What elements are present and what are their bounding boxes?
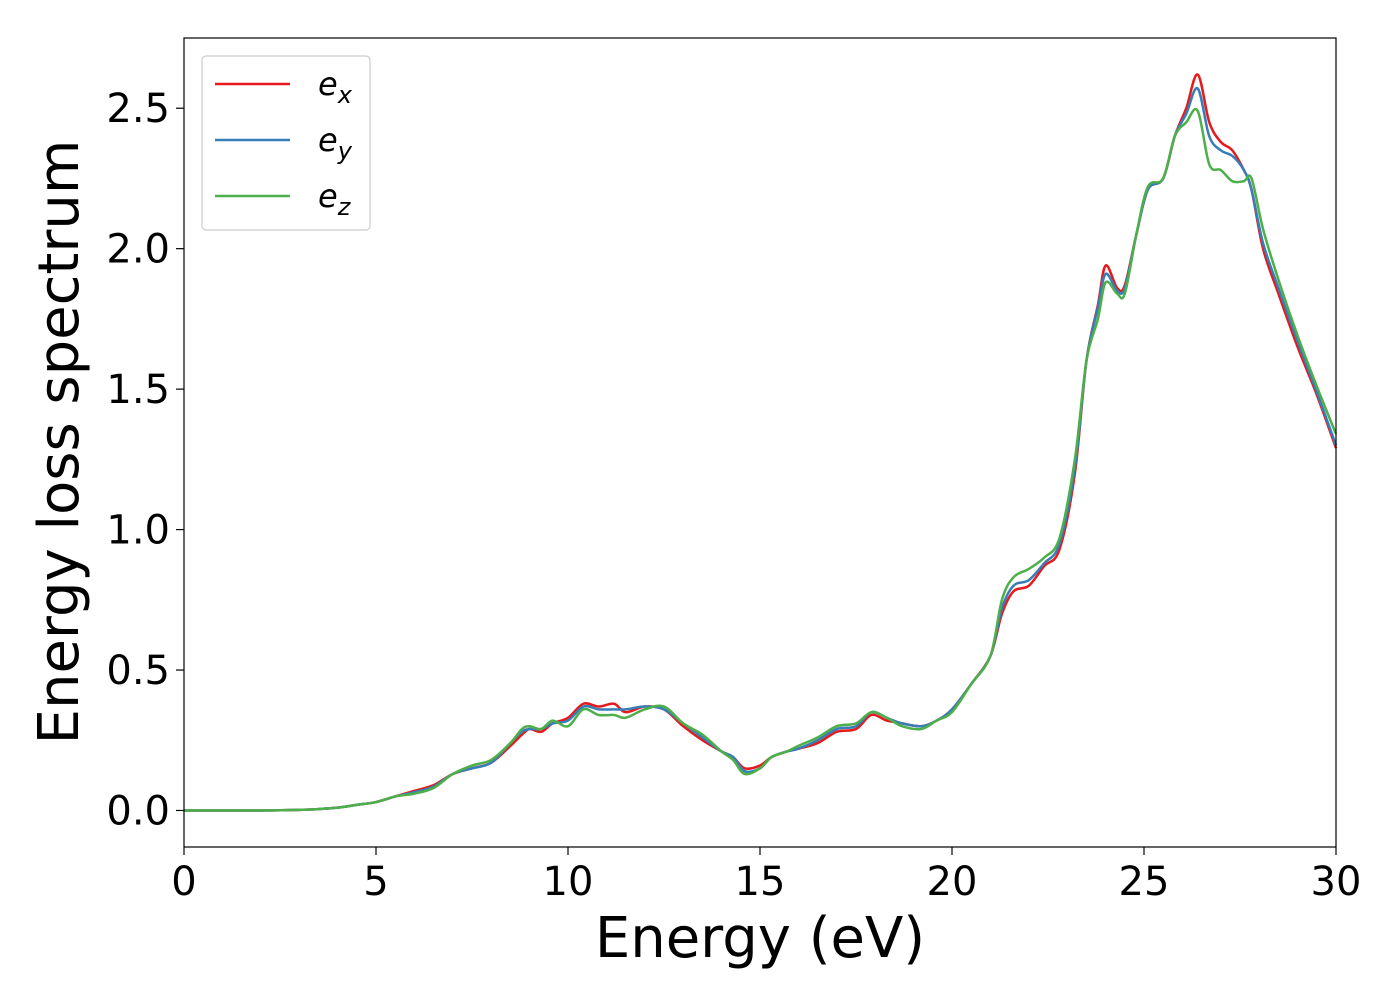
x-tick-label: 20 (927, 859, 978, 905)
x-axis-label: Energy (eV) (595, 906, 925, 971)
y-axis: 0.0 0.5 1.0 1.5 2.0 2.5 (106, 86, 184, 834)
legend-label-z: ez (318, 177, 352, 221)
series-lines (183, 73, 1338, 812)
x-axis: 0 5 10 15 20 25 30 (171, 847, 1361, 905)
y-tick-label: 1.0 (106, 508, 170, 554)
legend-box (201, 55, 371, 231)
legend-label-y: ey (318, 121, 353, 165)
y-tick-label: 0.0 (106, 788, 170, 834)
y-tick-label: 2.5 (106, 86, 170, 132)
x-tick-label: 30 (1311, 859, 1362, 905)
x-tick-label: 15 (735, 859, 786, 905)
y-tick-label: 1.5 (106, 367, 170, 413)
x-tick-label: 5 (363, 859, 388, 905)
legend: ex ey ez (201, 55, 371, 231)
y-axis-label: Energy loss spectrum (27, 140, 92, 745)
x-tick-label: 0 (171, 859, 196, 905)
x-tick-label: 10 (543, 859, 594, 905)
x-tick-label: 25 (1119, 859, 1170, 905)
y-tick-label: 2.0 (106, 227, 170, 273)
series-line-z (183, 107, 1338, 812)
y-tick-label: 0.5 (106, 648, 170, 694)
legend-label-x: ex (318, 65, 353, 109)
